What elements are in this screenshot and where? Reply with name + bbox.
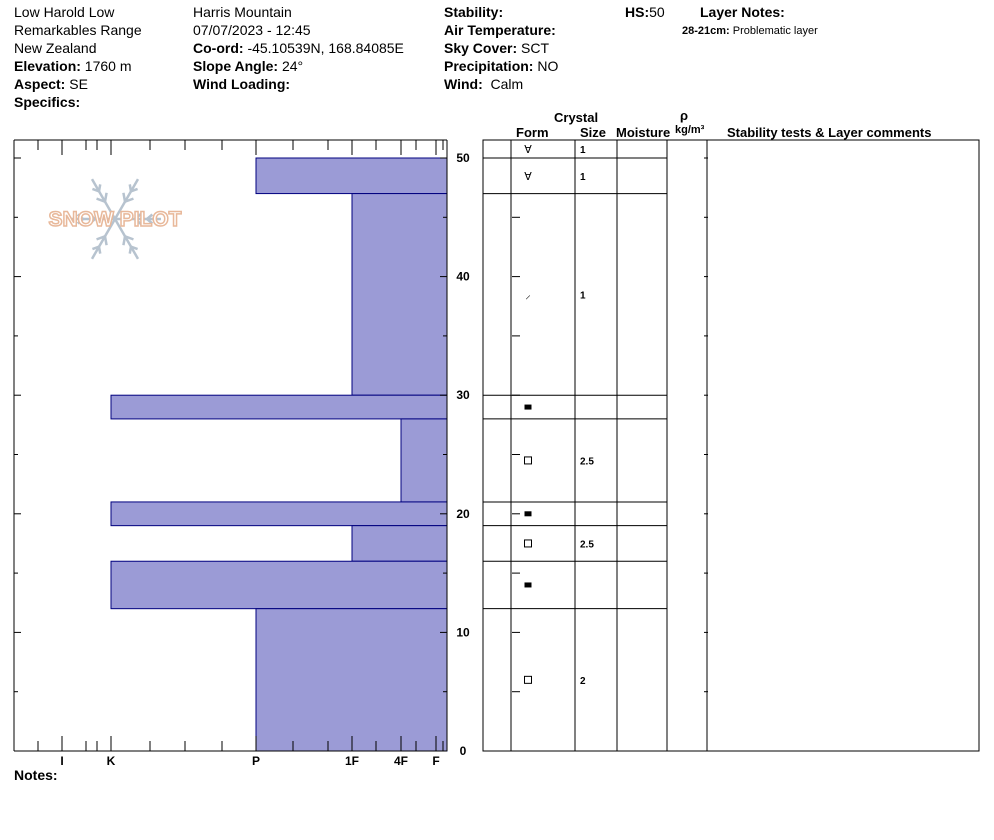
elevation-row: Elevation: 1760 m [14,58,132,74]
hardness-bar-2 [110,394,448,420]
snowflake-branch [130,245,139,251]
snowflake-arm [90,178,117,220]
size-value-surface: 1 [580,145,586,156]
snowflake-branch [122,236,127,246]
hardness-tick-label: P [252,754,260,768]
hardness-bar-6 [110,560,448,610]
depth-tick-label: 20 [456,507,470,521]
form-header: Form [516,125,549,140]
depth-tick-label: 50 [456,151,470,165]
hardness-bar-0 [255,157,448,195]
snowflake-icon [69,178,161,260]
form-symbol-faceted-rounded [524,404,532,410]
hardness-bar-1 [351,193,448,396]
depth-tick-label: 0 [460,744,467,758]
size-value: 1 [580,172,586,183]
comments-header: Stability tests & Layer comments [727,125,932,140]
size-value: 2.5 [580,539,594,550]
size-value: 1 [580,290,586,301]
range-name: Remarkables Range [14,22,142,38]
snowflake-branch [124,197,134,203]
snowpilot-logo: SNOW PILOT [48,178,182,260]
snowflake-branch [134,212,143,220]
form-symbol-new-snow: ∀ [524,170,532,183]
hardness-bar-7 [255,608,448,752]
crystal-header: Crystal [554,110,599,125]
aspect-row: Aspect: SE [14,76,88,92]
precip-row: Precipitation: NO [444,58,559,74]
density-unit-header: kg/m³ [675,124,705,136]
form-symbol-decomposing: ⸝ [525,288,531,301]
form-symbol-faceted [524,675,532,684]
depth-tick-label: 10 [456,625,470,639]
form-symbol-faceted [524,456,532,465]
snowflake-branch [87,218,96,226]
snowflake-branch [146,213,154,220]
hs-row: HS:50 [625,4,665,20]
hardness-tick-label: I [60,754,63,768]
hardness-tick-label: 1F [345,754,359,768]
hardness-tick-label: 4F [394,754,408,768]
snowflake-branch [124,235,134,241]
snowflake-branch [97,246,102,254]
layer-notes-label: Layer Notes: [700,4,785,20]
snowflake-branch [91,187,100,193]
country-name: New Zealand [14,40,97,56]
form-symbol-faceted [524,539,532,548]
snowflake-branch [103,236,108,246]
snowflake-arm [113,178,140,220]
layer-table: ∀ 1 ∀ 1 ⸝ 1 2.5 2.5 2 [482,139,980,752]
hardness-plot: I K P 1F 4F F 0 10 20 30 40 50 [13,139,708,768]
form-symbol-new-snow: ∀ [524,143,532,156]
hardness-bar-3 [400,418,448,503]
snowflake-branch [122,192,127,202]
notes-label: Notes: [14,767,58,783]
snowflake-branch [128,184,133,192]
datetime: 07/07/2023 - 12:45 [193,22,311,38]
wind-row: Wind: Calm [444,76,524,92]
moisture-header: Moisture [616,125,671,140]
air-temp-label: Air Temperature: [444,22,556,38]
location-name: Harris Mountain [193,4,292,20]
snowflake-arm [90,218,117,260]
snowflake-branch [134,218,143,226]
size-value: 2.5 [580,456,594,467]
coord-row: Co-ord: -45.10539N, 168.84085E [193,40,404,56]
specifics-label: Specifics: [14,94,81,110]
snowflake-arm [113,218,140,260]
hardness-tick-label: K [107,754,116,768]
wind-loading-label: Wind Loading: [193,76,291,92]
stability-label: Stability: [444,4,504,20]
snowflake-branch [103,192,108,202]
size-header: Size [580,125,607,140]
snowflake-branch [96,197,106,203]
hardness-tick-label: F [432,754,439,768]
hardness-bar-5 [351,525,448,562]
snowflake-branch [76,218,84,225]
snowflake-branch [96,235,106,241]
depth-tick-label: 30 [456,388,470,402]
rho-header: ρ [680,108,689,123]
sky-row: Sky Cover: SCT [444,40,550,56]
form-symbol-faceted-rounded [524,511,532,517]
hardness-bar-4 [110,501,448,527]
depth-tick-label: 40 [456,270,470,284]
snowflake-branch [87,212,96,220]
site-name: Low Harold Low [14,4,115,20]
size-value: 2 [580,676,586,687]
table-border [482,139,980,752]
layer-note: 28-21cm: Problematic layer [682,25,818,37]
logo-text: SNOW PILOT [49,208,182,231]
slope-row: Slope Angle: 24° [193,58,304,74]
form-symbol-faceted-rounded [524,582,532,588]
